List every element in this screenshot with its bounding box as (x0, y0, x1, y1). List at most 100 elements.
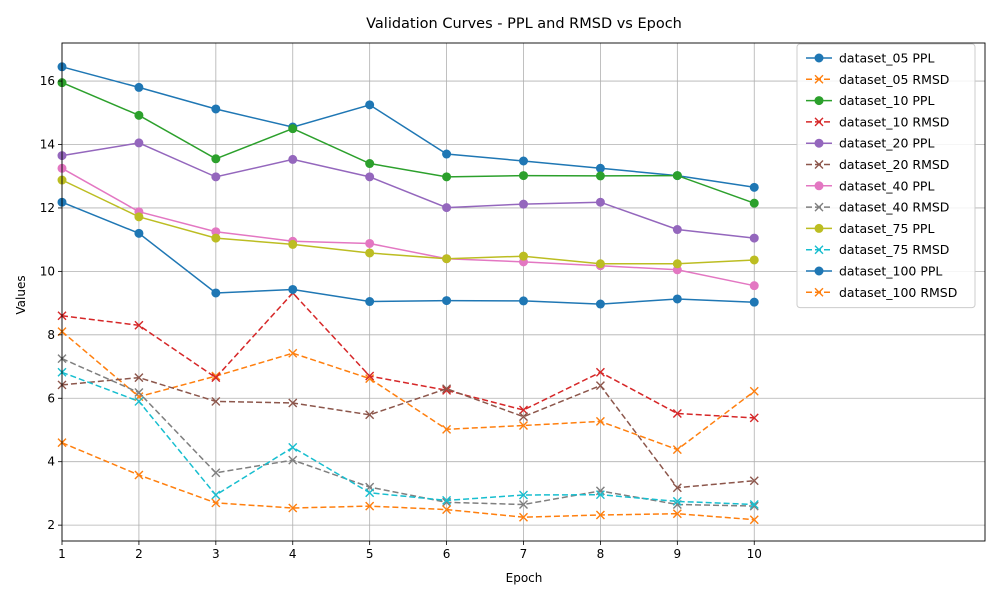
data-point (288, 455, 298, 465)
data-point (442, 149, 452, 159)
data-point (211, 233, 221, 243)
data-point (365, 410, 375, 420)
data-point (595, 367, 605, 377)
series-line (61, 142, 755, 239)
series-line (61, 81, 755, 204)
series-dataset-10-ppl (57, 78, 759, 208)
data-point (672, 509, 682, 519)
data-point (595, 510, 605, 520)
x-tick-label: 7 (520, 547, 528, 561)
series-layer (57, 62, 759, 525)
y-tick-label: 4 (47, 455, 55, 469)
data-point (442, 296, 452, 306)
data-point (672, 445, 682, 455)
legend: dataset_05 PPL dataset_05 RMSD dataset_10 … (796, 43, 976, 309)
legend-label: dataset_20 PPL (839, 136, 934, 151)
legend-item: dataset_100 RMSD (806, 285, 957, 300)
series-line (61, 442, 755, 521)
y-tick-label: 6 (47, 391, 55, 405)
data-point (595, 259, 605, 269)
data-point (134, 320, 144, 330)
data-point (595, 171, 605, 181)
data-point (672, 294, 682, 304)
legend-item: dataset_20 RMSD (806, 157, 949, 172)
series-dataset-75-rmsd (57, 367, 759, 510)
legend-label: dataset_75 RMSD (839, 242, 949, 257)
grid (61, 43, 985, 541)
data-point (288, 442, 298, 452)
data-point (211, 172, 221, 182)
data-point (134, 470, 144, 480)
data-point (519, 296, 528, 306)
data-point (749, 255, 759, 265)
data-point (211, 373, 221, 383)
data-point (749, 182, 759, 192)
data-point (134, 228, 144, 238)
data-point (442, 203, 452, 213)
data-point (749, 515, 759, 525)
series-dataset-10-rmsd (57, 288, 759, 423)
data-point (134, 373, 144, 383)
legend-marker (814, 160, 824, 169)
data-point (365, 238, 375, 248)
data-point (442, 424, 452, 434)
data-point (672, 483, 682, 493)
data-point (365, 100, 375, 110)
legend-item: dataset_05 PPL (806, 51, 934, 66)
y-tick-label: 14 (40, 138, 55, 152)
series-line (61, 291, 755, 419)
series-line (61, 357, 755, 507)
data-point (595, 490, 605, 500)
data-point (134, 138, 144, 148)
data-point (519, 421, 528, 431)
data-point (672, 408, 682, 418)
legend-item: dataset_05 RMSD (806, 72, 949, 87)
data-point (365, 371, 375, 381)
legend-marker (814, 117, 824, 127)
data-point (288, 398, 298, 408)
data-point (519, 199, 528, 209)
series-line (61, 179, 755, 265)
data-point (595, 163, 605, 173)
data-point (365, 297, 375, 307)
series-line (61, 371, 755, 506)
x-axis-ticks: 1 2 3 4 5 6 7 8 9 10 (58, 541, 762, 561)
data-point (442, 384, 452, 394)
data-point (749, 476, 759, 486)
y-tick-label: 2 (47, 518, 55, 532)
data-point (519, 512, 528, 522)
data-point (365, 159, 375, 169)
legend-marker (814, 266, 824, 276)
data-point (749, 386, 759, 396)
series-line (61, 376, 755, 489)
series-line (61, 66, 755, 189)
data-point (749, 501, 759, 511)
legend-item: dataset_40 RMSD (806, 200, 949, 215)
legend-item: dataset_10 RMSD (806, 114, 949, 129)
legend-label: dataset_20 RMSD (839, 157, 949, 172)
series-dataset-40-rmsd (57, 354, 759, 511)
x-axis-label: Epoch (506, 571, 543, 585)
legend-marker (814, 138, 824, 148)
legend-marker (814, 74, 824, 84)
x-tick-label: 6 (443, 547, 451, 561)
data-point (749, 198, 759, 208)
data-point (595, 381, 605, 391)
data-point (211, 288, 221, 298)
series-dataset-20-ppl (57, 138, 759, 243)
y-tick-label: 8 (47, 328, 55, 342)
legend-item: dataset_100 PPL (806, 264, 942, 279)
x-tick-label: 2 (135, 547, 143, 561)
y-axis-ticks: 2 4 6 8 10 12 14 16 (40, 74, 62, 532)
series-line (61, 331, 755, 451)
data-point (442, 495, 452, 505)
x-tick-label: 8 (597, 547, 605, 561)
data-point (365, 172, 375, 182)
series-line (61, 201, 755, 305)
x-tick-label: 5 (366, 547, 374, 561)
data-point (672, 259, 682, 269)
data-point (134, 212, 144, 222)
data-point (595, 486, 605, 496)
x-tick-label: 3 (212, 547, 220, 561)
data-point (442, 254, 452, 264)
